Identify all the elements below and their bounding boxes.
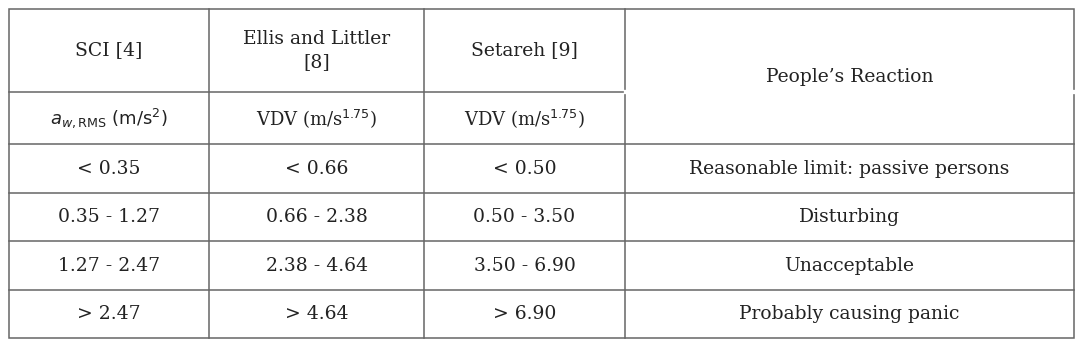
Text: Probably causing panic: Probably causing panic [740,305,960,323]
Text: Setareh [9]: Setareh [9] [471,42,578,60]
Text: > 4.64: > 4.64 [285,305,349,323]
Text: 3.50 - 6.90: 3.50 - 6.90 [473,257,575,274]
Text: Reasonable limit: passive persons: Reasonable limit: passive persons [689,160,1009,178]
Text: People’s Reaction: People’s Reaction [766,68,934,86]
Text: 0.50 - 3.50: 0.50 - 3.50 [473,208,575,226]
Text: > 6.90: > 6.90 [493,305,557,323]
Text: 0.66 - 2.38: 0.66 - 2.38 [265,208,367,226]
Text: 2.38 - 4.64: 2.38 - 4.64 [265,257,367,274]
Text: 0.35 - 1.27: 0.35 - 1.27 [57,208,160,226]
Text: VDV (m/s$^{1.75}$): VDV (m/s$^{1.75}$) [464,107,585,130]
Text: < 0.50: < 0.50 [493,160,557,178]
Text: SCI [4]: SCI [4] [75,42,143,60]
Text: $a_{w,\mathrm{RMS}}\ \mathrm{(m/s^2)}$: $a_{w,\mathrm{RMS}}\ \mathrm{(m/s^2)}$ [50,107,168,130]
Text: < 0.66: < 0.66 [285,160,349,178]
Text: 1.27 - 2.47: 1.27 - 2.47 [57,257,160,274]
Text: Ellis and Littler
[8]: Ellis and Littler [8] [243,30,390,71]
Text: > 2.47: > 2.47 [77,305,141,323]
Text: < 0.35: < 0.35 [77,160,141,178]
Text: Disturbing: Disturbing [799,208,900,226]
Text: Unacceptable: Unacceptable [784,257,914,274]
Text: VDV (m/s$^{1.75}$): VDV (m/s$^{1.75}$) [256,107,377,130]
